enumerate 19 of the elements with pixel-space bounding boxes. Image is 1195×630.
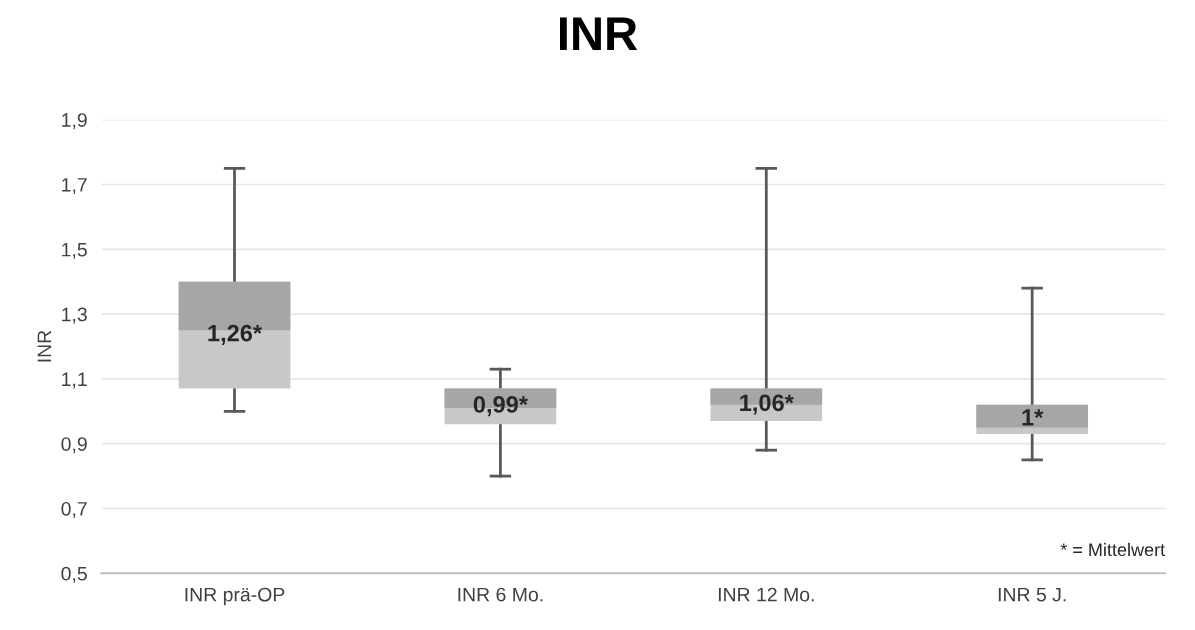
y-tick-label: 1,5 [62, 242, 87, 259]
x-tick-label: INR 12 Mo. [718, 587, 814, 602]
y-tick-label: 0,7 [61, 501, 87, 519]
x-tick-label: INR 5 J. [998, 587, 1066, 602]
chart-title: INR [560, 17, 638, 50]
y-tick-label: 0,5 [61, 566, 87, 583]
x-tick-label: INR 6 Mo. [458, 587, 543, 602]
y-tick-label: 1,7 [62, 178, 87, 195]
y-tick-label: 1,1 [62, 372, 87, 389]
annotation: 0,99* [473, 396, 528, 417]
annotation: 1* [1022, 409, 1044, 426]
y-tick-label: 1,3 [62, 307, 87, 324]
annotation: * = Mittelwert [1060, 542, 1165, 557]
y-tick-label: 1,9 [62, 113, 87, 130]
annotation: 1,26* [208, 324, 263, 345]
annotation: 1,06* [740, 394, 794, 415]
x-tick-label: INR prä-OP [185, 587, 285, 606]
y-tick-label: 0,9 [61, 437, 87, 454]
y-axis-title: INR [37, 330, 52, 362]
